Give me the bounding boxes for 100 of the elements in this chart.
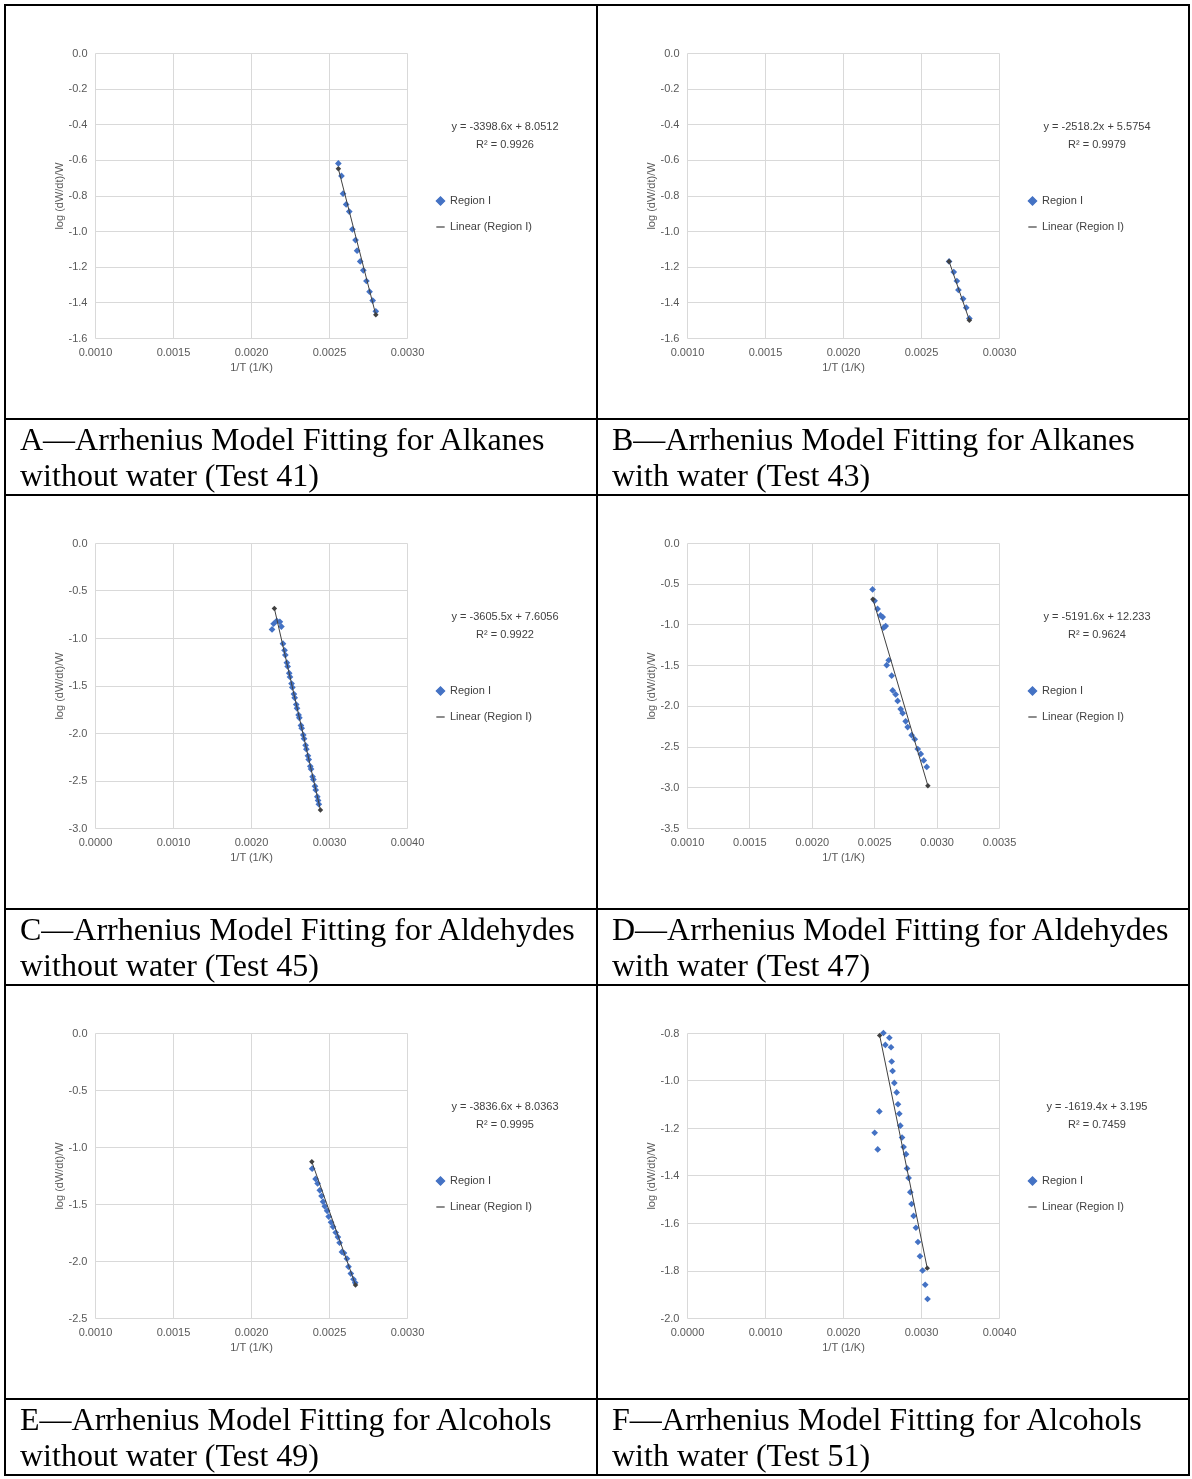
text: R² = 0.7459	[1068, 1118, 1126, 1131]
text: F—Arrhenius Model Fitting for Alcohols with water (Test 51)	[597, 1399, 1189, 1475]
text: y = -3836.6x + 8.0363	[451, 1100, 559, 1113]
text: R² = 0.9979	[1068, 138, 1126, 151]
x-tick-label: 0.0025	[904, 345, 939, 358]
legend-label: Region I	[1042, 194, 1083, 206]
y-tick-label: -0.4	[660, 117, 680, 130]
x-tick-label: 0.0015	[156, 1325, 191, 1338]
text: y = -5191.6x + 12.233	[1043, 610, 1151, 623]
x-tick-label: 0.0020	[795, 835, 830, 848]
text: y = -3398.6x + 8.0512	[451, 120, 559, 133]
text: R² = 0.9926	[476, 138, 534, 151]
y-tick-label: -3.0	[68, 821, 88, 834]
text: D—Arrhenius Model Fitting for Aldehydes with water (Test 47)	[597, 909, 1189, 985]
y-tick-label: -2.0	[660, 1311, 680, 1324]
y-tick-label: -2.5	[660, 740, 680, 753]
y-tick-label: -0.2	[660, 82, 680, 95]
x-tick-label: 0.0035	[982, 835, 1017, 848]
y-tick-label: -1.8	[660, 1264, 680, 1276]
x-tick-label: 0.0020	[234, 835, 269, 848]
y-tick-label: -1.2	[660, 1121, 680, 1134]
y-tick-label: 0.0	[72, 46, 88, 59]
y-tick-label: 0.0	[664, 46, 680, 59]
legend-label: Region I	[1042, 1174, 1083, 1186]
legend-label: Linear (Region I)	[1042, 1200, 1124, 1212]
y-tick-label: -3.5	[660, 821, 680, 834]
y-tick-label: -1.0	[68, 1140, 88, 1153]
y-tick-label: -0.5	[68, 584, 88, 596]
x-tick-label: 0.0030	[390, 1325, 425, 1338]
y-tick-label: -1.5	[68, 1197, 88, 1210]
y-axis-title: log (dW/dt)/W	[644, 1141, 657, 1210]
x-tick-label: 0.0010	[670, 345, 705, 358]
x-tick-label: 0.0020	[234, 1325, 269, 1338]
legend-label: Region I	[1042, 684, 1083, 696]
x-tick-label: 0.0015	[156, 345, 191, 358]
y-tick-label: -1.0	[660, 224, 680, 237]
y-tick-label: -1.2	[660, 260, 680, 273]
y-tick-label: -2.5	[68, 774, 88, 786]
y-tick-label: -2.0	[660, 699, 680, 712]
x-axis-title: 1/T (1/K)	[230, 360, 273, 373]
y-tick-label: -1.6	[68, 331, 88, 344]
legend-label: Region I	[450, 1174, 491, 1186]
y-tick-label: -0.6	[660, 153, 680, 166]
x-tick-label: 0.0030	[982, 345, 1017, 358]
text: y = -1619.4x + 3.195	[1046, 1100, 1148, 1113]
y-axis-title: log (dW/dt)/W	[52, 161, 65, 230]
y-tick-label: 0.0	[72, 1026, 88, 1039]
legend-label: Linear (Region I)	[1042, 220, 1124, 232]
y-tick-label: -1.4	[68, 295, 88, 308]
y-tick-label: -2.0	[68, 726, 88, 739]
y-tick-label: -1.5	[660, 658, 680, 671]
y-tick-label: -0.5	[68, 1083, 88, 1096]
y-axis-title: log (dW/dt)/W	[644, 161, 657, 230]
legend-label: Linear (Region I)	[1042, 710, 1124, 722]
text: y = -3605.5x + 7.6056	[451, 610, 559, 623]
y-tick-label: -1.2	[68, 260, 88, 273]
x-tick-label: 0.0025	[312, 345, 347, 358]
text: y = -2518.2x + 5.5754	[1043, 120, 1151, 133]
y-tick-label: -1.4	[660, 1169, 680, 1181]
x-tick-label: 0.0030	[920, 835, 954, 848]
text: C—Arrhenius Model Fitting for Aldehydes without water (Test 45)	[5, 909, 597, 985]
legend-label: Region I	[450, 684, 491, 696]
legend-label: Linear (Region I)	[450, 1200, 532, 1212]
text: B—Arrhenius Model Fitting for Alkanes with water (Test 43)	[597, 419, 1189, 495]
legend-label: Linear (Region I)	[450, 710, 532, 722]
y-tick-label: -1.6	[660, 331, 680, 344]
x-axis-title: 1/T (1/K)	[230, 850, 273, 863]
y-tick-label: -0.8	[660, 189, 680, 201]
y-axis-title: log (dW/dt)/W	[52, 1141, 65, 1210]
x-tick-label: 0.0015	[748, 345, 783, 358]
y-tick-label: -0.8	[68, 189, 88, 201]
x-axis-title: 1/T (1/K)	[230, 1340, 273, 1353]
x-tick-label: 0.0015	[733, 835, 767, 848]
x-tick-label: 0.0020	[826, 345, 861, 358]
x-tick-label: 0.0010	[748, 1325, 783, 1338]
y-tick-label: -0.5	[660, 577, 680, 590]
x-tick-label: 0.0040	[390, 835, 425, 848]
x-tick-label: 0.0030	[390, 345, 425, 358]
y-tick-label: 0.0	[664, 536, 680, 549]
y-tick-label: -1.0	[68, 631, 88, 644]
text: A—Arrhenius Model Fitting for Alkanes without water (Test 41)	[5, 419, 597, 495]
y-tick-label: -1.5	[68, 679, 88, 691]
x-tick-label: 0.0010	[78, 345, 113, 358]
text: R² = 0.9995	[476, 1118, 534, 1131]
x-tick-label: 0.0030	[904, 1325, 939, 1338]
x-tick-label: 0.0010	[156, 835, 191, 848]
y-tick-label: -0.6	[68, 153, 88, 166]
y-tick-label: -0.2	[68, 82, 88, 95]
y-tick-label: 0.0	[72, 536, 88, 549]
y-tick-label: -1.0	[68, 224, 88, 237]
x-tick-label: 0.0000	[78, 835, 113, 848]
x-axis-title: 1/T (1/K)	[822, 850, 865, 863]
x-axis-title: 1/T (1/K)	[822, 1340, 865, 1353]
y-tick-label: -0.4	[68, 117, 88, 130]
x-tick-label: 0.0010	[670, 835, 705, 848]
y-axis-title: log (dW/dt)/W	[52, 651, 65, 720]
x-tick-label: 0.0040	[982, 1325, 1017, 1338]
x-tick-label: 0.0025	[312, 1325, 347, 1338]
x-tick-label: 0.0010	[78, 1325, 113, 1338]
y-tick-label: -2.0	[68, 1254, 88, 1267]
